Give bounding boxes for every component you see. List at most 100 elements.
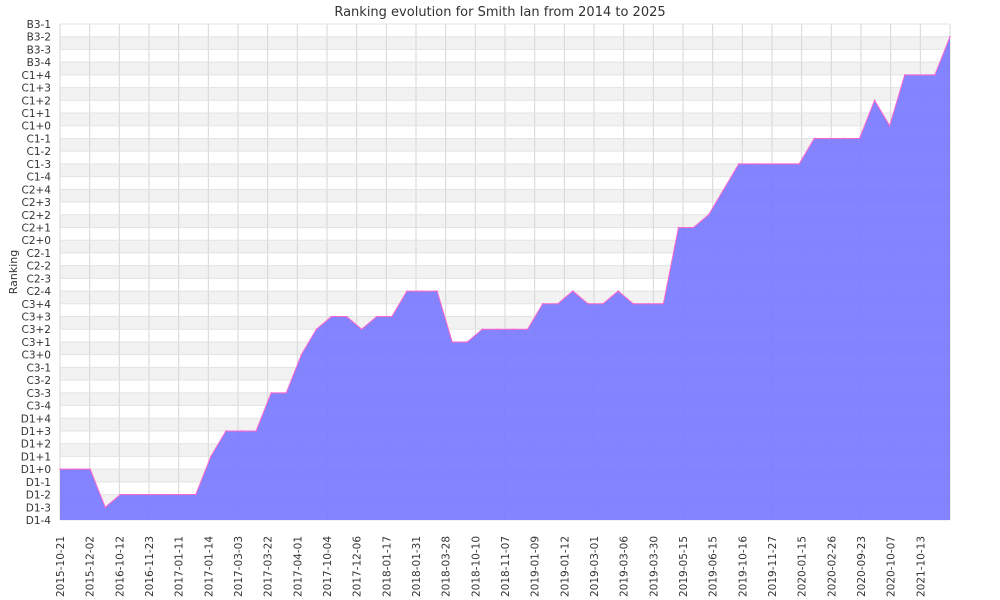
data-point: D1-2 — [164, 493, 167, 496]
data-point: C2+2 — [707, 213, 710, 216]
x-tick-label: 2019-01-09 — [530, 536, 542, 597]
horizontal-gridlines — [60, 23, 950, 521]
y-tick-label: C3+1 — [22, 337, 52, 349]
y-tick-label: D1-4 — [26, 515, 52, 527]
x-tick-label: 2017-03-03 — [233, 536, 245, 597]
data-point: C3+3 — [345, 315, 348, 318]
data-point: C2+4 — [722, 188, 725, 191]
data-point: C3+4 — [662, 302, 665, 305]
data-point: C3+2 — [481, 328, 484, 331]
y-tick-label: C3+2 — [22, 324, 52, 336]
y-tick-label: C2-2 — [27, 261, 51, 273]
data-point: C1-3 — [783, 163, 785, 165]
data-point: C2+1 — [677, 226, 680, 229]
x-tick-label: 2019-10-16 — [737, 536, 749, 597]
x-tick-label: 2020-01-15 — [797, 536, 809, 597]
data-point: C1+4 — [934, 74, 936, 76]
data-point: C1-1 — [843, 137, 846, 140]
data-point: C3-3 — [285, 392, 288, 394]
data-point: C1+4 — [903, 74, 906, 76]
y-tick-label: D1+4 — [21, 413, 52, 425]
data-point: B3-2 — [949, 35, 951, 38]
data-point: C3+4 — [541, 302, 544, 305]
data-point: D1+3 — [225, 430, 227, 432]
data-point: C2-4 — [436, 290, 438, 292]
x-tick-label: 2015-12-02 — [85, 536, 97, 597]
y-tick-label: D1+0 — [21, 464, 51, 476]
x-tick-label: 2017-04-01 — [292, 536, 304, 597]
y-tick-label: D1-1 — [26, 477, 51, 489]
y-tick-label: D1-2 — [26, 490, 51, 502]
data-point: C3+4 — [557, 302, 559, 305]
y-tick-label: C1+1 — [22, 108, 52, 120]
data-point: C3+2 — [496, 328, 499, 331]
data-point: C3+3 — [391, 315, 393, 318]
y-tick-label: B3-2 — [27, 32, 51, 44]
data-point: C3+2 — [360, 328, 363, 331]
y-tick-label: C3-4 — [27, 401, 52, 413]
data-point: C3+4 — [602, 302, 604, 305]
data-point: C1-1 — [828, 137, 831, 140]
data-point: C3+4 — [587, 302, 589, 305]
data-point: C3+3 — [330, 315, 333, 318]
data-point: D1-2 — [179, 493, 182, 496]
data-point: C3+1 — [466, 341, 469, 343]
x-tick-label: 2020-02-26 — [826, 536, 838, 597]
x-tick-label: 2020-09-23 — [856, 536, 868, 597]
x-tick-label: 2018-03-28 — [441, 536, 453, 597]
data-point: C3+2 — [526, 328, 529, 331]
x-tick-label: 2019-05-15 — [678, 536, 690, 597]
data-point: D1-2 — [119, 493, 122, 496]
y-tick-label: C3-3 — [27, 388, 51, 400]
x-tick-label: 2019-03-01 — [589, 536, 601, 597]
y-tick-label: D1+3 — [21, 426, 51, 438]
x-tick-label: 2017-01-14 — [203, 536, 215, 597]
data-point: C3+3 — [375, 315, 378, 318]
x-axis-ticks: 2015-10-21 2015-12-02 2016-10-12 2016-11-23… — [55, 536, 927, 597]
ranking-area — [60, 36, 950, 520]
x-tick-label: 2018-01-17 — [381, 536, 393, 597]
area-layer — [60, 36, 951, 520]
x-tick-label: 2016-10-12 — [114, 536, 126, 597]
y-tick-label: B3-4 — [27, 57, 52, 69]
data-point: D1-2 — [194, 493, 197, 496]
y-tick-label: C2+4 — [22, 184, 52, 196]
y-tick-label: C3-1 — [27, 362, 51, 374]
y-tick-label: C2-3 — [27, 273, 51, 285]
x-tick-label: 2018-11-07 — [500, 536, 512, 597]
data-point: C2-4 — [617, 290, 619, 292]
x-tick-label: 2017-10-04 — [322, 536, 334, 597]
x-tick-label: 2017-12-06 — [352, 536, 364, 597]
data-point: C2+1 — [692, 226, 695, 229]
data-point: C1-3 — [798, 163, 800, 165]
y-tick-label: C1+0 — [22, 121, 52, 133]
x-tick-label: 2019-03-06 — [619, 536, 631, 597]
data-point: C1-3 — [768, 163, 770, 165]
x-tick-label: 2017-01-11 — [174, 536, 186, 597]
data-point: D1-2 — [149, 493, 152, 496]
y-tick-label: C2+3 — [22, 197, 52, 209]
data-point: C2-4 — [572, 290, 574, 292]
y-tick-label: C1-4 — [27, 172, 52, 184]
y-tick-label: C2+1 — [22, 222, 52, 234]
x-tick-label: 2021-10-13 — [915, 536, 927, 597]
x-tick-label: 2018-10-10 — [470, 536, 482, 597]
y-axis-ticks: D1-4D1-3D1-2D1-1D1+0D1+1D1+2D1+3D1+4C3-4… — [21, 19, 52, 527]
chart-title: Ranking evolution for Smith Ian from 201… — [334, 5, 665, 20]
data-point: C1-1 — [813, 137, 816, 140]
y-tick-label: D1+1 — [21, 451, 51, 463]
x-tick-label: 2020-10-07 — [886, 536, 898, 597]
y-tick-label: D1+2 — [21, 439, 51, 451]
data-point: C1-3 — [753, 163, 755, 165]
y-tick-label: C2-4 — [27, 286, 52, 298]
x-tick-label: 2017-03-22 — [263, 536, 275, 597]
data-point: C3+4 — [632, 302, 635, 305]
data-point: C1+2 — [873, 99, 876, 102]
y-tick-label: B3-3 — [27, 44, 51, 56]
data-point: C3+0 — [300, 353, 303, 356]
y-tick-label: C3-2 — [27, 375, 51, 387]
y-axis-label: Ranking — [7, 250, 20, 295]
data-point: C3+1 — [451, 341, 454, 343]
data-point: D1+3 — [255, 430, 257, 432]
data-point: C2-4 — [406, 290, 408, 292]
